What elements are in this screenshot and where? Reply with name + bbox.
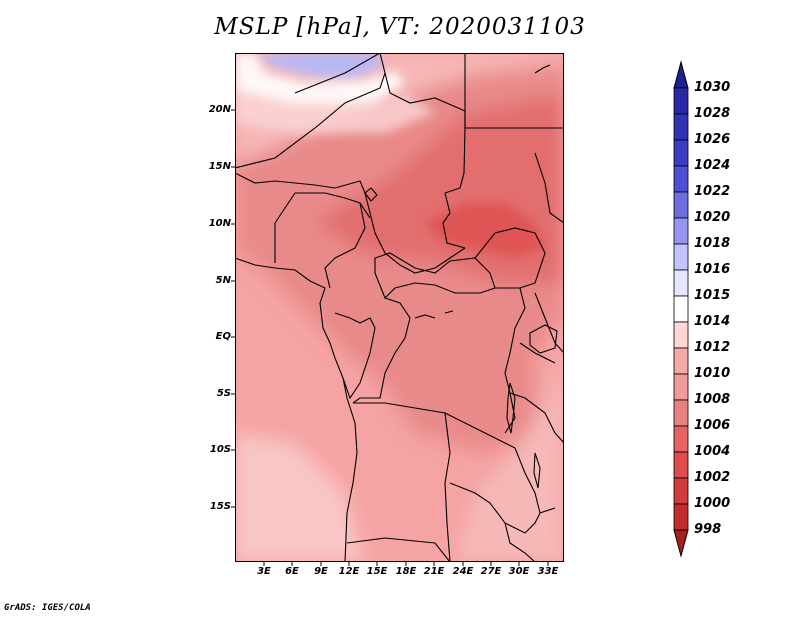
credit-text: GrADS: IGES/COLA: [4, 603, 91, 613]
border-drc: [352, 297, 411, 404]
border-drc-east: [504, 287, 526, 434]
border-nigeria-cameroon: [274, 192, 371, 289]
map-border: [235, 53, 564, 562]
lat-label: 5S: [216, 388, 231, 399]
field-southeast-light: [455, 353, 564, 562]
colorbar-bin: [673, 347, 689, 375]
field-north-high-blue: [255, 53, 385, 77]
field-congo-1008: [375, 283, 535, 453]
colorbar-bin: [673, 477, 689, 505]
colorbar-label: 1010: [694, 366, 731, 381]
lon-label: 15E: [366, 566, 388, 577]
colorbar-label: 1020: [694, 210, 731, 225]
border-south-sudan: [474, 227, 546, 289]
border-niger-south: [235, 172, 366, 194]
colorbar-bin: [673, 269, 689, 297]
colorbar-bin: [673, 191, 689, 219]
congo-river: [414, 310, 454, 319]
colorbar-bin: [673, 425, 689, 453]
colorbar-label: 1026: [694, 132, 731, 147]
lat-label: 10S: [209, 444, 231, 455]
coastline: [235, 257, 358, 562]
lon-label: 3E: [257, 566, 271, 577]
lat-label: EQ: [215, 331, 231, 342]
red-sea-coast: [534, 64, 551, 74]
colorbar-label: 1004: [694, 444, 731, 459]
lake-malawi: [533, 452, 541, 489]
border-angola: [353, 402, 451, 562]
border-niger-north: [235, 72, 386, 169]
colorbar-label: 1030: [694, 80, 731, 95]
colorbar-label: 1000: [694, 496, 731, 511]
colorbar-top-arrow: [673, 60, 689, 89]
lon-label: 24E: [452, 566, 474, 577]
country-borders: [235, 53, 564, 562]
mslp-map: [235, 53, 564, 562]
border-congo: [334, 312, 376, 400]
colorbar-bin: [673, 503, 689, 531]
field-north-high-pink: [235, 88, 435, 133]
chart-title: MSLP [hPa], VT: 2020031103: [214, 14, 586, 40]
border-libya-chad: [444, 127, 466, 194]
colorbar-bin: [673, 243, 689, 271]
lat-label: 15N: [208, 161, 231, 172]
colorbar-bin: [673, 113, 689, 141]
border-namibia: [346, 537, 451, 562]
colorbar-bin: [673, 139, 689, 167]
lon-label: 33E: [537, 566, 559, 577]
lat-label: 10N: [208, 218, 231, 229]
lon-label: 9E: [314, 566, 328, 577]
field-core-1004: [425, 203, 545, 258]
border-angola-zambia: [444, 412, 541, 514]
colorbar-bottom-arrow: [673, 529, 689, 558]
lat-label: 20N: [208, 104, 231, 115]
border-zambia: [449, 482, 556, 534]
border-chad-sudan: [442, 192, 466, 249]
map-panel: [235, 53, 564, 562]
lon-label: 6E: [285, 566, 299, 577]
border-chad: [364, 192, 466, 274]
colorbar-bin: [673, 373, 689, 401]
colorbar-label: 998: [694, 522, 722, 537]
colorbar-label: 1006: [694, 418, 731, 433]
colorbar-label: 1018: [694, 236, 731, 251]
colorbar-bin: [673, 165, 689, 193]
colorbar-bin: [673, 451, 689, 479]
colorbar-label: 1024: [694, 158, 731, 173]
colorbar-label: 1002: [694, 470, 731, 485]
colorbar-bin: [673, 217, 689, 245]
colorbar-label: 1015: [694, 288, 731, 303]
lon-label: 18E: [395, 566, 417, 577]
field-north-high-white: [235, 53, 405, 105]
colorbar-label: 1012: [694, 340, 731, 355]
lon-label: 12E: [338, 566, 360, 577]
border-car: [374, 252, 496, 299]
lake-tanganyika: [506, 382, 516, 434]
colorbar-label: 1014: [694, 314, 731, 329]
lake-victoria: [529, 324, 558, 354]
lon-label: 30E: [508, 566, 530, 577]
colorbar-label: 1022: [694, 184, 731, 199]
border-zimbabwe: [504, 522, 536, 562]
lat-label: 5N: [215, 275, 231, 286]
border-algeria: [294, 53, 381, 94]
colorbar-label: 1028: [694, 106, 731, 121]
colorbar-bin: [673, 295, 689, 323]
colorbar-label: 1008: [694, 392, 731, 407]
lon-label: 27E: [480, 566, 502, 577]
border-sudan-east: [465, 127, 564, 224]
lat-label: 15S: [209, 501, 231, 512]
lon-label: 21E: [423, 566, 445, 577]
field-southwest-light: [235, 433, 365, 562]
lake-chad: [364, 187, 378, 202]
colorbar-bin: [673, 321, 689, 349]
colorbar-label: 1016: [694, 262, 731, 277]
colorbar-bin: [673, 399, 689, 427]
colorbar-bin: [673, 87, 689, 115]
border-east: [509, 292, 564, 444]
